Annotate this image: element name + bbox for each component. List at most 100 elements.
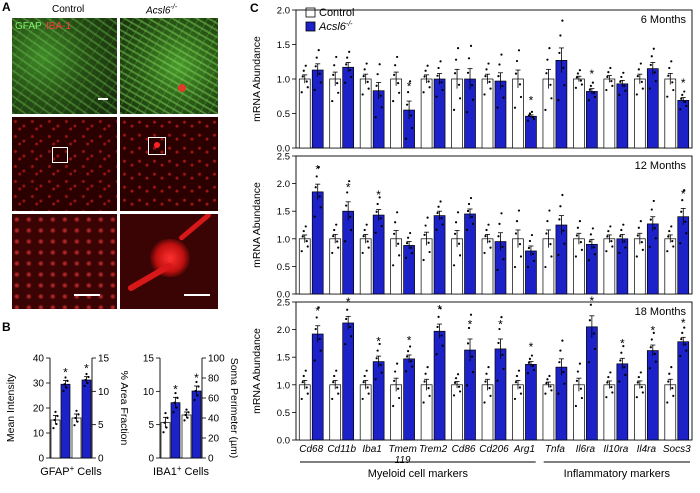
bar-control-point [487,62,490,65]
bar-acsl6-point [344,240,347,243]
bar-acsl6-point [380,371,383,374]
y-tick-label: 2.0 [277,325,290,336]
bar-control-point [519,255,523,258]
bar-control [298,78,311,149]
bar-control-point [427,80,430,83]
bar-acsl6 [555,224,568,295]
bar-control-point [366,240,369,243]
bar-acsl6-point [527,361,531,364]
bar-control-point [427,387,430,390]
bar-control-point [335,223,338,226]
x-tick-label: Cd206 [479,444,509,455]
bar-control-point [549,242,552,246]
bar-control-point [575,379,579,382]
bar-acsl6-point [679,242,682,245]
bar-control-point [668,229,671,233]
bar-control-point [578,362,582,365]
bar-control-point [333,228,336,232]
bar-control-point [305,386,308,389]
bar-control-point [453,72,457,75]
y-axis-label: mRNA Abundance [251,182,263,268]
bar-acsl6 [555,60,568,149]
bar-control-point [483,93,486,96]
bar-acsl6-point [653,71,656,74]
y-tick-label: 0.5 [277,109,290,120]
y-tick-label: 0.0 [277,436,290,447]
bar-control-point [367,392,370,395]
bar-acsl6-point [502,367,505,370]
bar-control-point [483,251,486,255]
bar-control-point [162,431,165,434]
bar-control-point [546,378,549,381]
bar-acsl6-point [624,89,627,92]
bar-acsl6-point [502,258,505,261]
significance-star: * [346,180,351,194]
bar-control-point [392,99,395,103]
bar-control-point [575,76,579,79]
bar-acsl6-point [406,236,410,239]
bar-acsl6-point [470,215,474,219]
bar-control-point [549,83,552,86]
bar-acsl6-point [558,51,561,55]
y-tick-label-left: 0 [148,454,154,465]
bar-control [420,78,433,149]
bar-acsl6-point [409,114,413,117]
bar-acsl6-point [685,232,688,235]
bar-control-point [672,88,675,92]
bar-acsl6-point [591,227,594,230]
bar-acsl6-point [172,411,175,414]
bar-control-point [513,265,517,269]
bar-control-point [607,71,610,74]
bar-control-point [548,374,551,378]
bar-control [481,384,494,441]
bar-control-point [304,64,307,67]
bar-acsl6-point [406,350,410,353]
bar-acsl6-point [589,233,592,236]
bar-control-point [639,62,642,65]
bar-acsl6-point [374,116,377,119]
bar-control-point [514,381,518,384]
bar-acsl6-point [618,93,621,96]
bar-acsl6-point [557,392,560,395]
bar-acsl6-point [85,372,88,376]
bar-acsl6-point [194,389,197,393]
bar-control-point [300,91,303,94]
bar-control-point [517,49,521,52]
y-tick-label: 0.5 [277,408,290,419]
bar-control-point [672,245,675,248]
bar-acsl6-point [652,47,655,50]
subplot-title: 12 Months [635,160,687,172]
bar-control-point [305,240,308,243]
y-tick-label-right: 15 [98,354,110,365]
bar-control-point [52,427,55,430]
bar-control-point [666,250,669,253]
bar-acsl6-point [439,60,442,63]
bar-acsl6-point [650,55,653,58]
bar-acsl6-point [465,228,469,231]
bar-acsl6-point [409,360,413,363]
bar-control-point [454,377,458,380]
bar-control-point [300,397,303,401]
bar-control [390,78,402,149]
bar-acsl6-point [404,137,408,140]
bar-acsl6-point [559,34,562,37]
y-axis-label-left: Mean Intensity [5,373,17,442]
bar-control-point [56,414,59,418]
bar-control-point [484,75,487,78]
bar-acsl6 [81,379,92,459]
x-tick-label: Cd68 [299,444,323,455]
bar-acsl6-point [502,96,505,99]
bar-acsl6-point [652,331,655,335]
bar-control [633,238,646,295]
bar-control-point [605,88,608,92]
legend-swatch-acsl6 [305,21,316,32]
bar-control-point [545,232,548,235]
bar-control-point [300,250,303,253]
significance-star: * [620,337,625,351]
bar-acsl6-point [437,66,440,70]
bar-acsl6-point [66,379,69,382]
bar-acsl6 [555,366,568,441]
bar-control-point [578,69,582,72]
y-tick-label: 1.5 [277,40,290,51]
bar-acsl6-point [467,326,471,330]
